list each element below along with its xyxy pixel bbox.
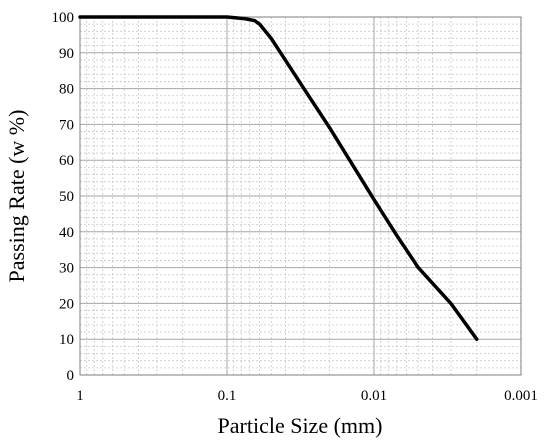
x-axis-title: Particle Size (mm) <box>218 413 383 438</box>
y-tick-label: 50 <box>59 189 74 205</box>
x-tick-label: 1 <box>76 388 84 404</box>
y-tick-label: 10 <box>59 332 74 348</box>
minor-gridlines <box>80 17 521 375</box>
x-tick-label: 0.1 <box>218 388 237 404</box>
y-tick-label: 40 <box>59 225 74 241</box>
series-line <box>78 15 479 341</box>
series-group <box>78 15 479 341</box>
y-axis-title: Passing Rate (w %) <box>4 110 29 283</box>
plot-border <box>79 16 522 376</box>
y-tick-label: 20 <box>59 296 74 312</box>
y-tick-label: 0 <box>67 368 75 384</box>
tick-labels: 0 10 20 30 40 50 60 70 80 90 100 1 0.1 0.01 0.001 <box>52 10 538 404</box>
y-tick-label: 80 <box>59 82 74 98</box>
x-tick-label: 0.001 <box>504 388 538 404</box>
y-tick-label: 100 <box>52 10 75 26</box>
y-tick-label: 30 <box>59 261 74 277</box>
x-tick-label: 0.01 <box>361 388 387 404</box>
y-tick-label: 60 <box>59 153 74 169</box>
y-tick-label: 70 <box>59 117 74 133</box>
y-tick-label: 90 <box>59 46 74 62</box>
